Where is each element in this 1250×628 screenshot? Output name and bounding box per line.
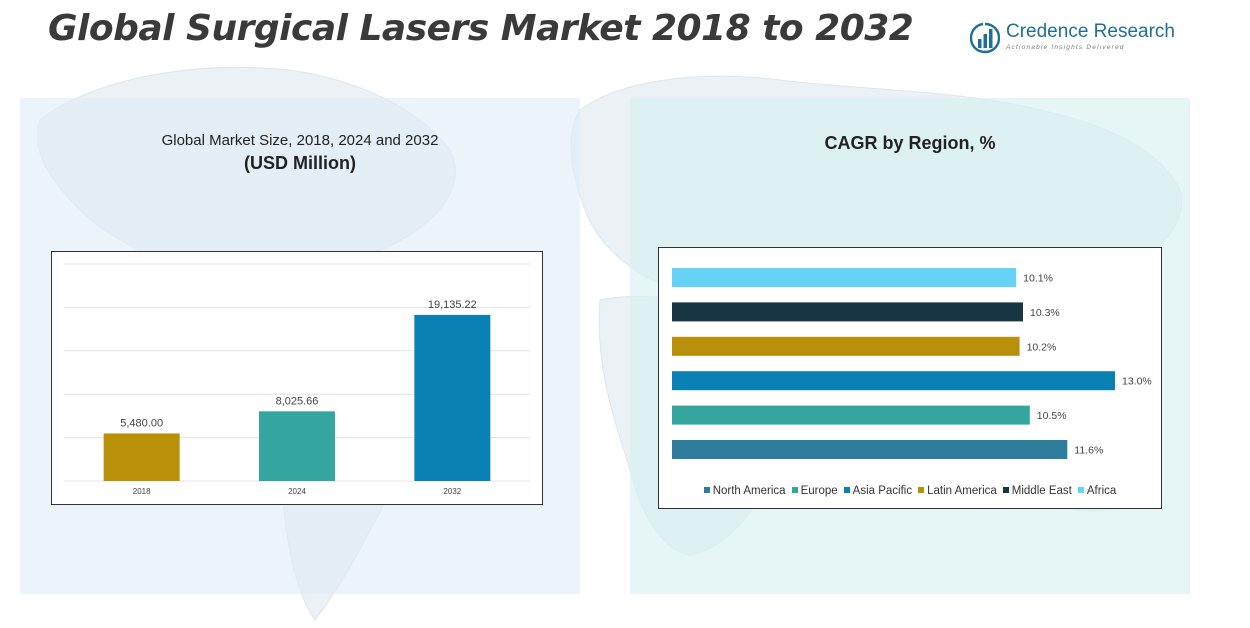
legend-item-latin-america: Latin America <box>918 485 997 497</box>
market-size-chart-title: Global Market Size, 2018, 2024 and 2032 <box>161 132 439 149</box>
bar-2018 <box>103 433 180 481</box>
bar-africa <box>672 268 1017 287</box>
bar-chart-logo-icon <box>970 22 1000 54</box>
data-label-asia-pacific: 13.0% <box>1122 376 1152 388</box>
legend-swatch-africa <box>1077 487 1084 493</box>
cagr-panel: CAGR by Region, % 11.6% 10.5% 13.0% 10.2% 10… <box>630 98 1190 594</box>
brand-name: Credence Research <box>1006 21 1175 42</box>
legend-item-europe: Europe <box>791 485 838 497</box>
bar-europe <box>672 405 1030 425</box>
legend-item-north-america: North America <box>703 485 786 497</box>
cagr-chart: 11.6% 10.5% 13.0% 10.2% 10.3% 10.1% North Ame… <box>658 247 1162 509</box>
legend-label-europe: Europe <box>800 485 838 497</box>
legend-label-asia-pacific: Asia Pacific <box>852 485 913 497</box>
legend-item-middle-east: Middle East <box>1002 485 1072 497</box>
market-size-chart-unit: (USD Million) <box>244 153 356 173</box>
cagr-chart-title: CAGR by Region, % <box>824 133 996 153</box>
legend-item-asia-pacific: Asia Pacific <box>843 485 913 497</box>
data-label-2032: 19,135.22 <box>428 299 477 311</box>
data-label-latin-america: 10.2% <box>1027 341 1057 353</box>
brand-tagline: Actionable Insights Delivered <box>1006 44 1125 51</box>
bar-latin-america <box>672 336 1020 356</box>
market-size-plot: 5,480.00 2018 8,025.66 2024 19,135.22 2032 <box>64 263 530 496</box>
brand-logo: Credence Research Actionable Insights De… <box>970 20 1175 60</box>
legend-swatch-north-america <box>703 487 710 493</box>
page-title: Global Surgical Lasers Market 2018 to 20… <box>48 8 914 49</box>
bar-north-america <box>672 440 1068 459</box>
legend-swatch-asia-pacific <box>843 487 850 493</box>
bar-middle-east <box>672 302 1023 322</box>
data-label-2018: 5,480.00 <box>120 417 163 429</box>
bar-asia-pacific <box>672 371 1115 391</box>
legend-swatch-middle-east <box>1002 487 1009 493</box>
x-tick-label-2018: 2018 <box>133 487 151 496</box>
legend-item-africa: Africa <box>1077 485 1117 497</box>
legend-swatch-europe <box>791 487 798 493</box>
bar-2032 <box>414 314 491 481</box>
data-label-middle-east: 10.3% <box>1030 307 1060 319</box>
data-label-north-america: 11.6% <box>1074 445 1103 457</box>
data-label-europe: 10.5% <box>1037 410 1067 422</box>
x-tick-label-2024: 2024 <box>288 487 306 496</box>
legend-label-middle-east: Middle East <box>1011 485 1072 497</box>
cagr-plot: 11.6% 10.5% 13.0% 10.2% 10.3% 10.1% <box>672 268 1152 459</box>
legend-swatch-latin-america <box>918 487 925 493</box>
legend-label-africa: Africa <box>1086 485 1117 497</box>
bar-2024 <box>259 411 335 481</box>
cagr-legend: North America Europe Asia Pacific Latin Ame… <box>659 485 1161 497</box>
market-size-chart: 5,480.00 2018 8,025.66 2024 19,135.22 2032 <box>51 251 543 505</box>
x-tick-label-2032: 2032 <box>443 487 461 496</box>
legend-label-north-america: North America <box>712 485 786 497</box>
data-label-africa: 10.1% <box>1023 273 1053 285</box>
data-label-2024: 8,025.66 <box>276 395 319 407</box>
legend-label-latin-america: Latin America <box>927 485 997 497</box>
market-size-panel: Global Market Size, 2018, 2024 and 2032 … <box>20 98 580 594</box>
